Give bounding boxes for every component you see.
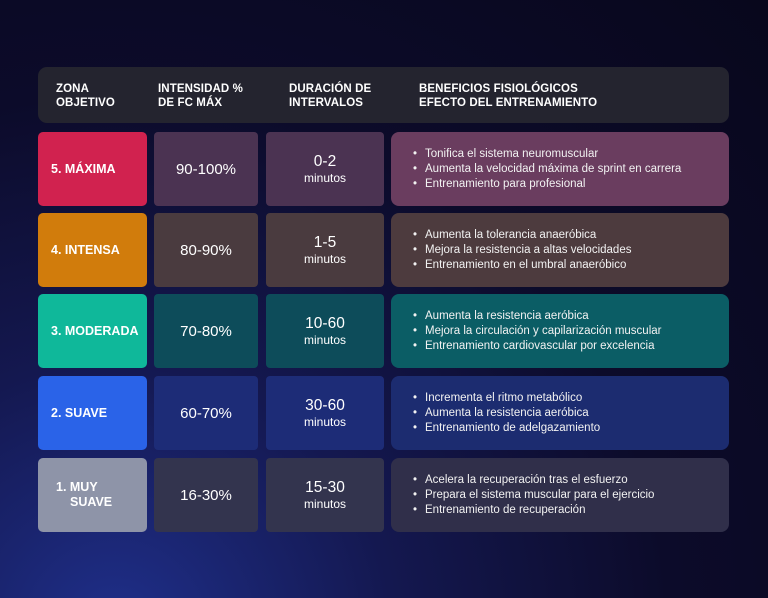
header-zona-objetivo: ZONA OBJETIVO (56, 82, 115, 110)
benefits-cell: Acelera la recuperación tras el esfuerzo… (391, 458, 729, 532)
zone-label: 2. SUAVE (51, 406, 108, 420)
table-header: ZONA OBJETIVO INTENSIDAD % DE FC MÁX DUR… (38, 67, 729, 123)
duration-unit: minutos (303, 252, 347, 266)
benefit-item: Acelera la recuperación tras el esfuerzo (413, 473, 654, 488)
benefit-item: Entrenamiento de adelgazamiento (413, 421, 600, 436)
benefits-cell: Incrementa el ritmo metabólico Aumenta l… (391, 376, 729, 450)
zone-label: 3. MODERADA (51, 324, 139, 338)
duration-cell: 1-5 minutos (266, 213, 384, 287)
intensity-value: 16-30% (180, 486, 232, 504)
header-label: INTERVALOS (289, 97, 364, 109)
zone-cell: 4. INTENSA (38, 213, 147, 287)
table-row: 2. SUAVE 60-70% 30-60 minutos Incrementa… (38, 376, 729, 450)
benefit-item: Entrenamiento de recuperación (413, 503, 654, 518)
duration-cell: 0-2 minutos (266, 132, 384, 206)
intensity-value: 60-70% (180, 404, 232, 422)
header-label: OBJETIVO (56, 97, 115, 109)
header-duracion: DURACIÓN DE INTERVALOS (289, 82, 371, 110)
table-row: 4. INTENSA 80-90% 1-5 minutos Aumenta la… (38, 213, 729, 287)
duration-unit: minutos (303, 415, 347, 429)
table-row: 3. MODERADA 70-80% 10-60 minutos Aumenta… (38, 294, 729, 368)
header-beneficios: BENEFICIOS FISIOLÓGICOS EFECTO DEL ENTRE… (419, 82, 597, 110)
benefit-item: Prepara el sistema muscular para el ejer… (413, 488, 654, 503)
zone-label: SUAVE (70, 495, 113, 509)
header-label: DURACIÓN DE (289, 83, 372, 95)
benefits-cell: Aumenta la tolerancia anaeróbica Mejora … (391, 213, 729, 287)
duration-value: 1-5 (313, 234, 337, 251)
zone-cell: 5. MÁXIMA (38, 132, 147, 206)
benefit-item: Incrementa el ritmo metabólico (413, 391, 600, 406)
duration-unit: minutos (303, 497, 347, 511)
benefits-cell: Tonifica el sistema neuromuscular Aument… (391, 132, 729, 206)
table-row: 5. MÁXIMA 90-100% 0-2 minutos Tonifica e… (38, 132, 729, 206)
header-intensidad: INTENSIDAD % DE FC MÁX (158, 82, 243, 110)
benefit-item: Aumenta la velocidad máxima de sprint en… (413, 162, 681, 177)
zone-label: 4. INTENSA (51, 243, 120, 257)
header-label: BENEFICIOS FISIOLÓGICOS (419, 83, 578, 95)
benefit-item: Mejora la resistencia a altas velocidade… (413, 243, 631, 258)
zone-cell: 2. SUAVE (38, 376, 147, 450)
benefits-list: Acelera la recuperación tras el esfuerzo… (413, 473, 654, 518)
benefit-item: Tonifica el sistema neuromuscular (413, 147, 681, 162)
duration-cell: 30-60 minutos (266, 376, 384, 450)
duration-cell: 10-60 minutos (266, 294, 384, 368)
benefits-list: Aumenta la resistencia aeróbica Mejora l… (413, 309, 661, 354)
duration-unit: minutos (303, 171, 347, 185)
intensity-cell: 80-90% (154, 213, 258, 287)
zone-label: 5. MÁXIMA (51, 162, 116, 176)
benefit-item: Aumenta la resistencia aeróbica (413, 406, 600, 421)
benefit-item: Entrenamiento cardiovascular por excelen… (413, 339, 661, 354)
intensity-value: 80-90% (180, 241, 232, 259)
benefit-item: Aumenta la tolerancia anaeróbica (413, 228, 631, 243)
intensity-cell: 70-80% (154, 294, 258, 368)
duration-value: 10-60 (305, 315, 345, 332)
header-label: ZONA (56, 83, 89, 95)
benefits-cell: Aumenta la resistencia aeróbica Mejora l… (391, 294, 729, 368)
header-label: INTENSIDAD % (158, 83, 243, 95)
zone-cell: 1. MUY SUAVE (38, 458, 147, 532)
benefit-item: Mejora la circulación y capilarización m… (413, 324, 661, 339)
header-label: DE FC MÁX (158, 97, 223, 109)
duration-value: 0-2 (313, 153, 337, 170)
zone-cell: 3. MODERADA (38, 294, 147, 368)
header-label: EFECTO DEL ENTRENAMIENTO (419, 97, 598, 109)
intensity-value: 90-100% (175, 160, 237, 178)
duration-cell: 15-30 minutos (266, 458, 384, 532)
intensity-cell: 90-100% (154, 132, 258, 206)
duration-value: 15-30 (305, 479, 345, 496)
benefit-item: Aumenta la resistencia aeróbica (413, 309, 661, 324)
benefit-item: Entrenamiento en el umbral anaeróbico (413, 258, 631, 273)
benefits-list: Tonifica el sistema neuromuscular Aument… (413, 147, 681, 192)
intensity-cell: 60-70% (154, 376, 258, 450)
intensity-cell: 16-30% (154, 458, 258, 532)
benefits-list: Aumenta la tolerancia anaeróbica Mejora … (413, 228, 631, 273)
intensity-value: 70-80% (180, 322, 232, 340)
benefits-list: Incrementa el ritmo metabólico Aumenta l… (413, 391, 600, 436)
benefit-item: Entrenamiento para profesional (413, 177, 681, 192)
table-row: 1. MUY SUAVE 16-30% 15-30 minutos Aceler… (38, 458, 729, 532)
zone-label: 1. MUY (56, 480, 98, 494)
duration-value: 30-60 (305, 397, 345, 414)
duration-unit: minutos (303, 333, 347, 347)
